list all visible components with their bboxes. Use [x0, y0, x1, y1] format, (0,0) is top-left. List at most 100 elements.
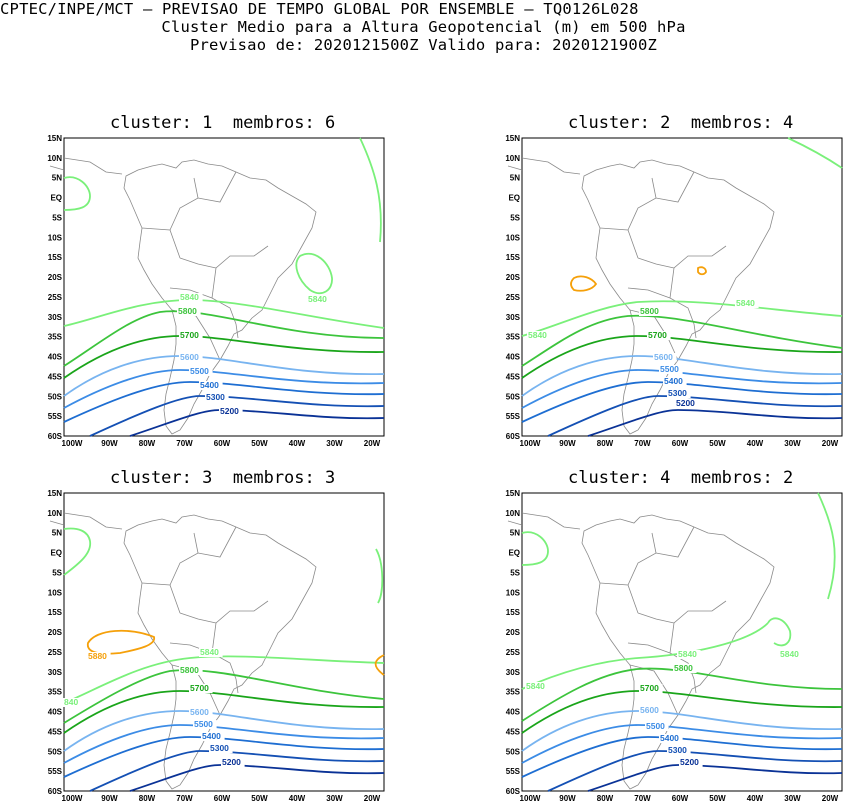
latitude-label: 10S — [506, 588, 521, 597]
panel-3-title: cluster: 3 membros: 3 — [110, 468, 335, 488]
latitude-label: 15S — [48, 608, 63, 617]
latitude-label: 25S — [506, 293, 521, 302]
longitude-label: 80W — [597, 439, 614, 448]
longitude-labels: 100W 90W 80W 70W 60W 50W 40W 30W 20W — [520, 787, 839, 803]
latitude-label: 35S — [506, 333, 521, 342]
contour-label: 5800 — [674, 663, 693, 673]
latitude-label: 25S — [48, 648, 63, 657]
label-bg — [659, 734, 683, 743]
label-bg — [205, 393, 229, 402]
cluster-label: cluster: — [568, 113, 650, 133]
latitude-label: 45S — [48, 372, 63, 381]
latitude-label: 10S — [48, 233, 63, 242]
latitude-label: 60S — [506, 432, 521, 441]
label-bg — [639, 684, 663, 693]
longitude-label: 50W — [709, 439, 726, 448]
contour-label: 5700 — [180, 330, 199, 340]
latitude-labels: 15N 10N 5N EQ 5S 10S 15S 20S 25S 30S 35S 40S 45S 50S 5… — [505, 489, 526, 796]
label-bg — [87, 652, 111, 661]
latitude-label: 30S — [506, 668, 521, 677]
latitude-label: 45S — [506, 727, 521, 736]
contour-label: 5500 — [646, 721, 665, 731]
contour-label: 5700 — [190, 683, 209, 693]
contour-label: 5880 — [88, 651, 107, 661]
contour-5800 — [63, 310, 385, 367]
contour-5840 — [521, 622, 769, 690]
members-count: 2 — [783, 468, 794, 488]
cluster-number: 1 — [202, 113, 213, 133]
latitude-label: 20S — [48, 628, 63, 637]
map-panel-4: 15N 10N 5N EQ 5S 10S 15S 20S 25S 30S 35S 40S 45S 50S 5… — [505, 489, 843, 803]
contour-5840-west — [63, 527, 92, 576]
contour-label: 5800 — [640, 306, 659, 316]
longitude-label: 50W — [251, 794, 268, 803]
longitude-label: 40W — [289, 439, 306, 448]
contour-label: 5800 — [178, 306, 197, 316]
contour-label: 5500 — [660, 364, 679, 374]
longitude-labels: 100W 90W 80W 70W 60W 50W 40W 30W 20W — [62, 432, 381, 448]
latitude-labels: 15N 10N 5N EQ 5S 10S 15S 20S 25S 30S 35S 40S 45S 50S 5… — [505, 134, 526, 441]
latitude-label: EQ — [50, 549, 62, 558]
contour-label: 5500 — [194, 719, 213, 729]
label-bg — [199, 381, 223, 390]
longitude-label: 30W — [326, 439, 343, 448]
latitude-label: 20S — [506, 273, 521, 282]
label-bg — [735, 299, 759, 308]
label-bg — [221, 758, 245, 767]
longitude-label: 60W — [214, 794, 231, 803]
latitude-label: 30S — [506, 313, 521, 322]
contour-5400 — [521, 381, 843, 423]
members-label: membros: — [690, 468, 773, 488]
contour-label: 5200 — [680, 757, 699, 767]
latitude-label: 50S — [506, 747, 521, 756]
latitude-label: 60S — [506, 787, 521, 796]
map-panel-3: 15N10N5NEQ5S10S15S20S25S30S35S40S45S50S5… — [47, 489, 385, 803]
longitude-label: 70W — [176, 439, 193, 448]
longitude-label: 20W — [364, 439, 381, 448]
longitude-label: 90W — [101, 794, 118, 803]
members-label: membros: — [232, 113, 315, 133]
label-bg — [177, 307, 201, 316]
members-label: membros: — [690, 113, 773, 133]
label-bg — [525, 682, 549, 691]
contour-5840-east — [375, 548, 384, 604]
contour-5600 — [63, 710, 385, 752]
latitude-label: 10N — [505, 154, 520, 163]
contour-label: 5840 — [308, 294, 327, 304]
contour-5840 — [63, 655, 385, 704]
longitude-label: 80W — [597, 794, 614, 803]
latitude-label: 20S — [48, 273, 63, 282]
latitude-label: 15N — [47, 489, 62, 498]
longitude-label: 80W — [139, 794, 156, 803]
contour-label: 5840 — [180, 292, 199, 302]
contour-label: 5600 — [640, 705, 659, 715]
figure-header: CPTEC/INPE/MCT — PREVISAO DE TEMPO GLOBA… — [0, 0, 847, 54]
contour-label: 5840 — [528, 330, 547, 340]
label-bg — [659, 365, 683, 374]
longitude-label: 40W — [289, 794, 306, 803]
label-bg — [179, 353, 203, 362]
latitude-label: 30S — [48, 668, 63, 677]
latitude-label: 50S — [506, 392, 521, 401]
label-bg — [199, 648, 223, 657]
latitude-label: 5S — [510, 213, 520, 222]
longitude-label: 30W — [784, 439, 801, 448]
label-bg — [219, 407, 243, 416]
label-bg — [307, 295, 331, 304]
longitude-label: 100W — [62, 794, 83, 803]
latitude-label: 10S — [48, 588, 63, 597]
contour-5500 — [521, 724, 843, 764]
latitude-label: 55S — [48, 412, 63, 421]
contour-5840-west — [521, 531, 549, 566]
longitude-label: 100W — [520, 439, 541, 448]
contour-5840-ring — [295, 253, 333, 295]
label-bg — [667, 389, 691, 398]
label-bg — [779, 650, 803, 659]
contour-5880-east — [374, 654, 385, 676]
coastline — [49, 157, 317, 435]
label-bg — [673, 664, 697, 673]
cluster-number: 3 — [202, 468, 213, 488]
